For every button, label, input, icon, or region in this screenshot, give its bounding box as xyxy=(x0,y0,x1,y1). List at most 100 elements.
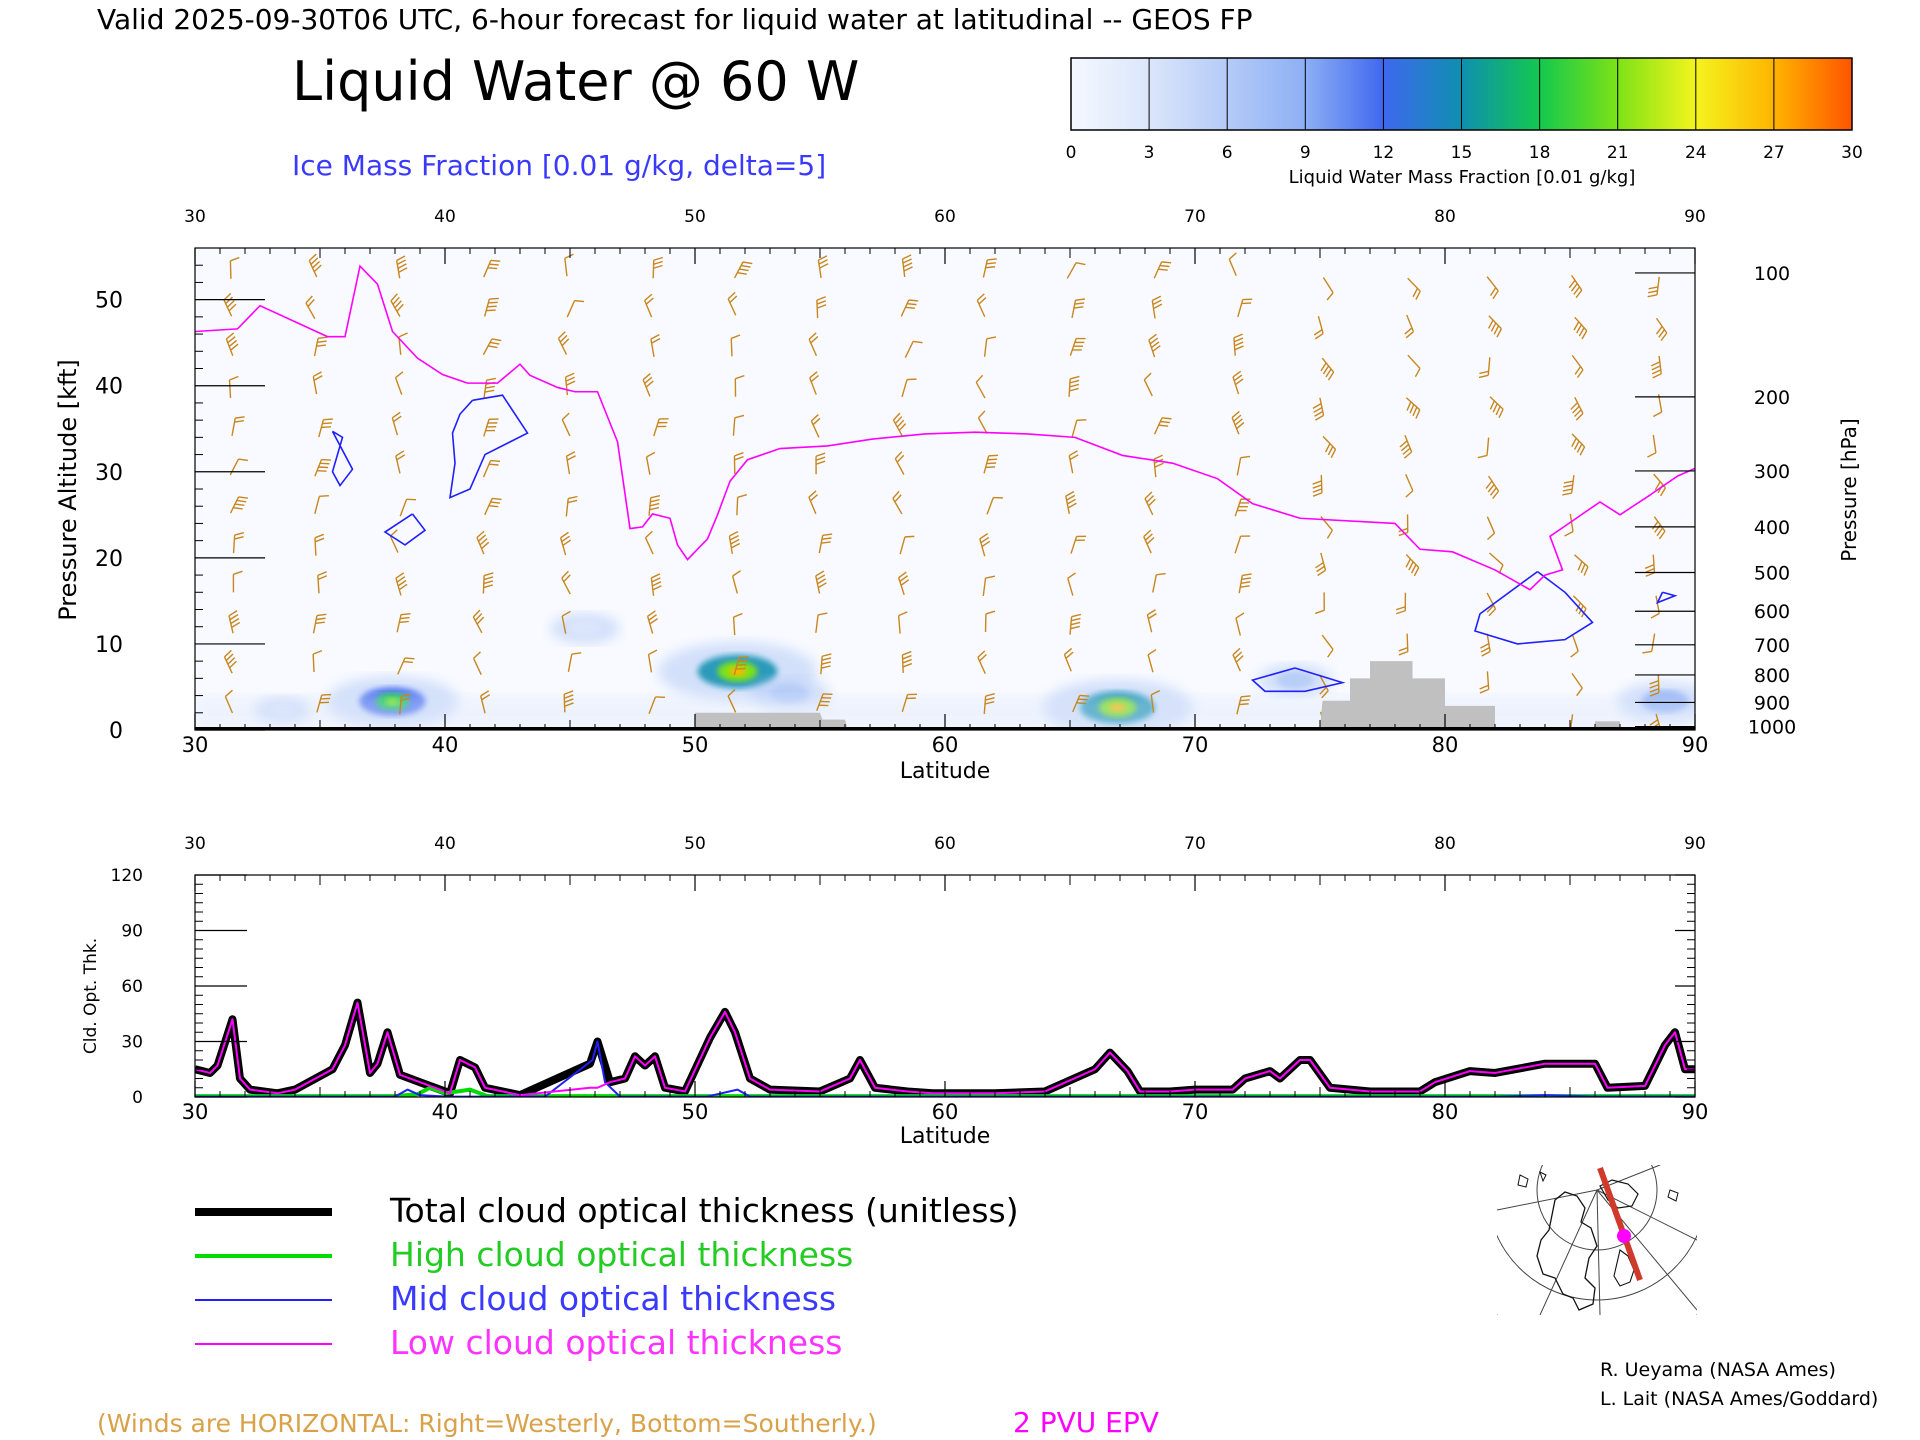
wind-barb xyxy=(1568,274,1583,299)
wind-barb xyxy=(390,293,404,317)
wind-barb xyxy=(1147,648,1157,673)
wind-barb xyxy=(318,418,333,438)
wind-barb xyxy=(901,378,917,398)
wind-barb xyxy=(1312,474,1323,497)
wind-barb xyxy=(472,609,485,634)
wind-barb xyxy=(975,374,986,399)
wind-barb xyxy=(1236,455,1251,476)
wind-barb xyxy=(1486,592,1497,617)
wind-barb xyxy=(733,261,753,279)
wind-barb xyxy=(229,256,240,279)
wind-barb xyxy=(1486,516,1496,541)
wind-barb xyxy=(563,690,574,713)
colorbar-tick-label: 3 xyxy=(1144,143,1155,163)
ice-contour xyxy=(331,430,354,488)
subtitle: Ice Mass Fraction [0.01 g/kg, delta=5] xyxy=(292,149,826,182)
wind-barb xyxy=(313,336,328,357)
wind-barb xyxy=(901,650,913,673)
colorbar-tick-label: 30 xyxy=(1841,143,1863,163)
wind-barb xyxy=(225,332,239,357)
series-line xyxy=(195,1085,1695,1097)
ice-contour xyxy=(1655,591,1678,605)
wind-barb xyxy=(1650,355,1662,379)
top-x-tick-label: 30 xyxy=(182,733,209,757)
wind-barb xyxy=(897,611,908,634)
wind-barb xyxy=(224,689,234,714)
wind-barb xyxy=(557,331,570,355)
top-x-axis-label: Latitude xyxy=(900,759,991,784)
optical-thickness-background xyxy=(195,875,1695,1097)
wind-barb xyxy=(1313,316,1324,340)
wind-barb xyxy=(647,649,658,673)
wind-barb xyxy=(983,336,997,357)
ice-contour xyxy=(449,394,529,499)
wind-barb xyxy=(731,570,741,594)
wind-barb xyxy=(809,371,819,395)
wind-barb xyxy=(1571,672,1583,697)
wind-barb xyxy=(1322,277,1334,301)
wind-barb xyxy=(650,334,661,358)
wind-barb xyxy=(1070,535,1087,554)
wind-barb xyxy=(395,255,408,279)
wind-barb xyxy=(1405,397,1421,419)
wind-barb xyxy=(1228,252,1237,277)
wind-barb xyxy=(1065,490,1077,514)
wind-barb xyxy=(398,332,408,355)
wind-barb xyxy=(1143,372,1153,397)
colorbar: 0 3 6 9 12 15 18 21 24 27 30 xyxy=(1066,57,1863,163)
wind-barb xyxy=(314,458,331,477)
colorbar-tick-label: 12 xyxy=(1373,143,1395,163)
wind-barb xyxy=(816,296,827,319)
wind-barb xyxy=(646,610,659,634)
bottom-x-tick-label: 70 xyxy=(1182,1100,1209,1124)
top-x-tick-label: 40 xyxy=(432,733,459,757)
pressure-tick-label: 1000 xyxy=(1748,717,1796,739)
wind-barb xyxy=(1485,475,1500,500)
wind-barb xyxy=(894,451,905,475)
wind-barb xyxy=(1148,333,1161,358)
colorbar-tick-label: 0 xyxy=(1066,143,1077,163)
topography-fill xyxy=(695,661,1695,730)
wind-barb xyxy=(1405,473,1414,498)
wind-barb xyxy=(1405,554,1420,577)
wind-barb xyxy=(652,256,664,279)
epv-line-group xyxy=(195,264,1695,591)
top-x-tick-label-upper: 80 xyxy=(1434,207,1456,227)
wind-barb xyxy=(1321,634,1334,658)
wind-barb xyxy=(983,693,996,715)
wind-barb xyxy=(399,498,417,517)
wind-barb xyxy=(395,450,406,474)
credit-1: R. Ueyama (NASA Ames) xyxy=(1600,1359,1836,1381)
legend-label: High cloud optical thickness xyxy=(390,1235,853,1274)
wind-barb xyxy=(733,656,749,676)
top-x-tick-label-upper: 30 xyxy=(184,207,206,227)
top-x-tick-label-upper: 40 xyxy=(434,207,456,227)
colorbar-tick-label: 21 xyxy=(1607,143,1629,163)
wind-barb xyxy=(483,297,499,317)
wind-barb xyxy=(1478,357,1491,379)
wind-barb xyxy=(1396,592,1407,615)
wind-barb xyxy=(736,494,747,516)
wind-barb xyxy=(1071,419,1087,438)
wind-barb xyxy=(1318,674,1329,699)
bottom-x-tick-label-upper: 70 xyxy=(1184,834,1206,854)
wind-barb xyxy=(1151,295,1163,319)
top-x-tick-label: 50 xyxy=(682,733,709,757)
wind-barb xyxy=(312,649,323,673)
pressure-tick-label: 800 xyxy=(1754,665,1790,687)
top-x-tick-label: 60 xyxy=(932,733,959,757)
wind-barb xyxy=(818,533,833,554)
wind-barb xyxy=(229,496,249,514)
bottom-x-tick-label-upper: 50 xyxy=(684,834,706,854)
wind-barb xyxy=(314,533,325,556)
top-x-tick-label: 90 xyxy=(1682,733,1709,757)
wind-barb xyxy=(480,690,491,714)
cross-section-panel: 3030404050506060707080809090010203040501… xyxy=(95,207,1796,757)
wind-barb xyxy=(642,373,654,397)
legend-label: Low cloud optical thickness xyxy=(390,1323,842,1362)
bottom-x-tick-label: 80 xyxy=(1432,1100,1459,1124)
wind-barb xyxy=(816,693,833,712)
wind-barb xyxy=(1571,354,1584,379)
wind-barb xyxy=(904,340,923,358)
